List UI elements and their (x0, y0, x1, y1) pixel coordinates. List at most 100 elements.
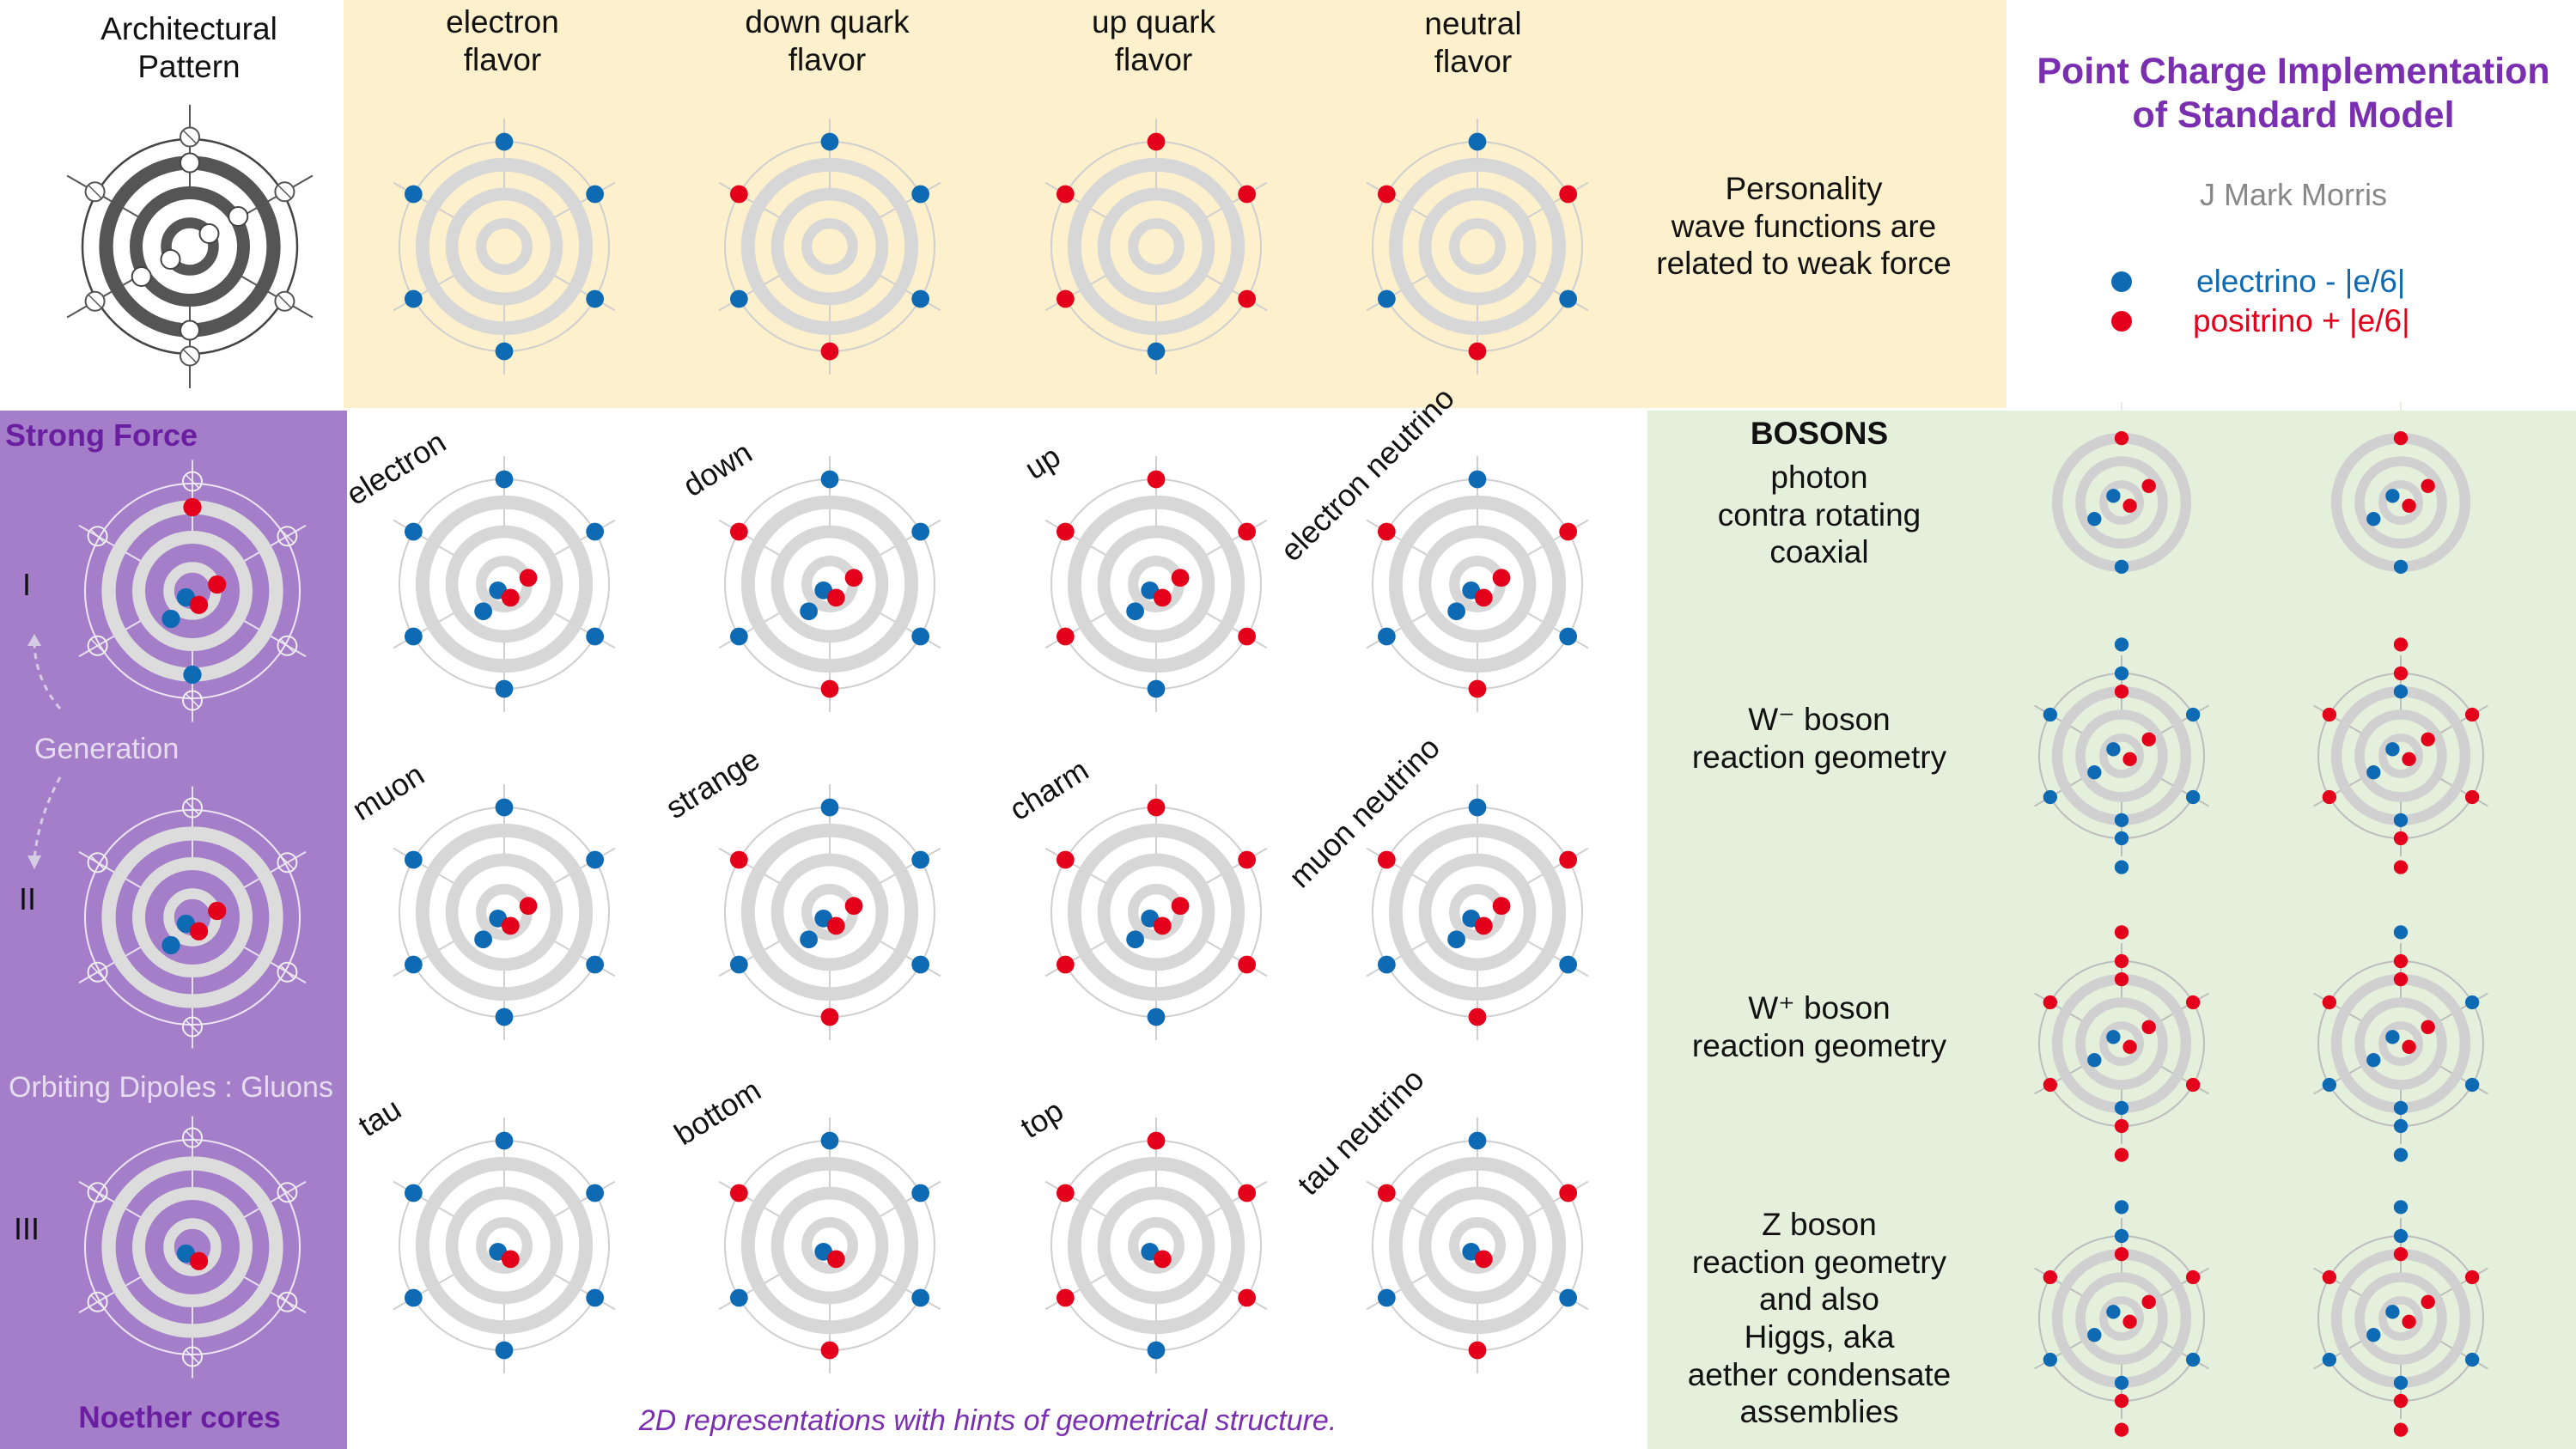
electrino-dot (1377, 627, 1396, 646)
caption: 2D representations with hints of geometr… (638, 1404, 1337, 1437)
positrino-dot (2141, 478, 2156, 493)
ring-inner (2099, 480, 2144, 525)
site-cross (90, 965, 106, 980)
electrino-dot (911, 185, 930, 204)
ring-middle (2075, 709, 2168, 802)
electrino-dot (404, 1184, 423, 1202)
ring-middle (130, 186, 250, 307)
generation-numeral-3: III (14, 1211, 40, 1246)
ring-middle (1097, 187, 1215, 306)
ring-outer (1388, 1156, 1567, 1335)
electrino-dot (2043, 789, 2058, 805)
positrino-dot (2122, 752, 2137, 767)
electrino-dot (404, 955, 423, 974)
site-dot (228, 206, 249, 227)
ring-middle (1418, 1186, 1537, 1305)
electrino-dot (495, 1131, 514, 1150)
positrino-dot (1056, 522, 1075, 541)
spoke-line (66, 272, 144, 319)
positrino-dot (2185, 995, 2201, 1010)
particle-core-1-0 (393, 784, 616, 1040)
positrino-dot (2185, 1269, 2201, 1285)
positrino-dot (2322, 707, 2337, 722)
positrino-dot (2464, 707, 2480, 722)
electrino-dot (1559, 955, 1578, 974)
electrino-dot (404, 1288, 423, 1307)
ring-middle (1418, 187, 1537, 306)
electrino-dot (404, 850, 423, 869)
site-cross (277, 184, 292, 199)
positrino-dot (2421, 478, 2435, 493)
site-circle (87, 852, 108, 874)
site-circle (87, 1182, 108, 1203)
particle-core-2-1 (718, 1117, 941, 1373)
positrino-dot (1056, 955, 1075, 974)
flavor-diagrams (393, 119, 1589, 374)
ring-middle (1097, 1186, 1215, 1305)
positrino-dot (2393, 971, 2409, 987)
site-circle (182, 797, 203, 819)
flavor-core-down (718, 119, 941, 374)
ring-middle (2354, 456, 2447, 549)
site-circle (277, 961, 298, 983)
site-cross (185, 1349, 200, 1365)
gluons-label: Orbiting Dipoles : Gluons (9, 1071, 333, 1104)
electrino-dot (911, 1288, 930, 1307)
positrino-dot (1238, 850, 1257, 869)
positrino-dot (1056, 1288, 1075, 1307)
site-cross (279, 638, 295, 654)
positrino-dot (501, 1250, 520, 1269)
positrino-dot (2421, 1020, 2435, 1034)
architectural-pattern-core (66, 105, 314, 388)
particle-diagrams (393, 456, 1589, 1373)
generation-numeral-2: II (19, 881, 37, 916)
ring-outer (1067, 1156, 1245, 1335)
positrino-dot (2114, 1393, 2129, 1409)
site-dot (180, 152, 200, 174)
site-cross (90, 1184, 106, 1200)
page-title: Point Charge Implementation of Standard … (2037, 51, 2550, 136)
generation-diagrams (78, 460, 307, 1379)
electrino-dot (495, 679, 514, 698)
positrino-dot (2114, 1246, 2129, 1262)
electrino-dot (911, 850, 930, 869)
electrino-dot (820, 798, 839, 817)
positrino-dot (1468, 1008, 1487, 1026)
ring-outer (1388, 157, 1567, 336)
positrino-dot (820, 342, 839, 361)
strong-force-title: Strong Force (5, 417, 198, 453)
electrino-dot (1147, 1008, 1166, 1026)
site-circle (277, 526, 298, 547)
ring-middle (445, 525, 563, 643)
flavor-label-neutral: neutral flavor (1424, 6, 1522, 79)
legend-positrino-label: positrino + |e/6| (2193, 303, 2410, 338)
electrino-dot (2114, 813, 2129, 828)
electrino-dot (161, 935, 180, 955)
positrino-dot (844, 569, 863, 588)
positrino-dot (2402, 498, 2416, 514)
particle-core-1-2 (1044, 784, 1268, 1040)
positrino-dot (2114, 953, 2129, 969)
spoke-line (235, 174, 314, 221)
electrino-dot (820, 470, 839, 489)
electrino-dot (2185, 707, 2201, 722)
positrino-dot (1559, 185, 1578, 204)
site-circle (277, 852, 298, 874)
positrino-dot (189, 922, 209, 941)
electrino-dot (1447, 930, 1465, 949)
site-dot (160, 249, 181, 270)
ring-middle (1097, 525, 1215, 643)
site-circle (182, 1127, 203, 1148)
electrino-dot (1468, 470, 1487, 489)
positrino-dot (501, 588, 520, 607)
site-cross (182, 129, 198, 145)
electrino-dot (495, 470, 514, 489)
ring-outer (740, 495, 919, 673)
particle-core-2-0 (393, 1117, 616, 1373)
ring-outer (1388, 823, 1567, 1002)
electrino-dot (404, 289, 423, 308)
ring-inner (1449, 218, 1506, 275)
positrino-dot (1238, 522, 1257, 541)
site-circle (87, 961, 108, 983)
